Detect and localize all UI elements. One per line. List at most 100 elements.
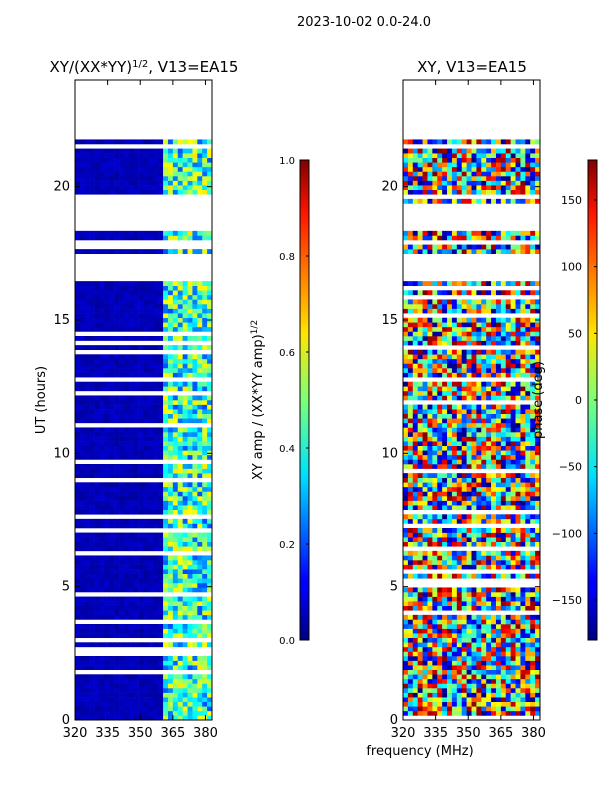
- heatmap-cell: [417, 372, 423, 378]
- heatmap-cell: [403, 646, 409, 652]
- heatmap-cell: [207, 368, 213, 373]
- heatmap-cell: [114, 454, 120, 460]
- heatmap-cell: [403, 674, 409, 680]
- heatmap-cell: [505, 436, 511, 442]
- heatmap-cell: [520, 614, 526, 620]
- heatmap-cell: [94, 674, 100, 680]
- heatmap-cell: [153, 546, 159, 552]
- heatmap-cell: [123, 500, 130, 506]
- heatmap-cell: [79, 692, 86, 698]
- heatmap-cell: [476, 628, 482, 634]
- heatmap-cell: [505, 368, 511, 373]
- heatmap-cell: [123, 336, 130, 341]
- heatmap-cell: [75, 326, 81, 332]
- heatmap-cell: [500, 678, 507, 684]
- heatmap-cell: [172, 628, 179, 634]
- heatmap-cell: [510, 592, 516, 597]
- heatmap-cell: [94, 230, 100, 236]
- heatmap-cell: [148, 573, 154, 579]
- heatmap-cell: [432, 372, 438, 378]
- heatmap-cell: [94, 486, 100, 492]
- heatmap-cell: [128, 413, 135, 419]
- heatmap-cell: [427, 432, 433, 437]
- heatmap-cell: [187, 582, 193, 588]
- heatmap-cell: [167, 139, 174, 145]
- heatmap-cell: [133, 409, 139, 415]
- heatmap-cell: [158, 697, 164, 703]
- heatmap-cell: [437, 249, 443, 255]
- heatmap-cell: [75, 564, 81, 570]
- heatmap-cell: [207, 166, 213, 172]
- heatmap-cell: [202, 180, 208, 186]
- heatmap-cell: [167, 537, 174, 543]
- heatmap-cell: [143, 701, 149, 707]
- heatmap-cell: [500, 500, 507, 506]
- heatmap-cell: [158, 153, 164, 159]
- heatmap-cell: [109, 656, 115, 661]
- heatmap-cell: [535, 674, 541, 680]
- heatmap-cell: [123, 596, 130, 602]
- heatmap-cell: [192, 153, 198, 159]
- heatmap-cell: [535, 422, 541, 428]
- heatmap-cell: [128, 363, 135, 369]
- heatmap-cell: [530, 368, 536, 373]
- heatmap-cell: [486, 372, 492, 378]
- heatmap-cell: [456, 372, 463, 378]
- heatmap-cell: [412, 637, 418, 643]
- heatmap-cell: [99, 354, 105, 360]
- heatmap-cell: [75, 157, 81, 163]
- heatmap-cell: [486, 528, 492, 533]
- heatmap-cell: [437, 299, 443, 305]
- heatmap-cell: [143, 386, 149, 392]
- heatmap-cell: [148, 230, 154, 236]
- heatmap-cell: [197, 445, 203, 451]
- heatmap-cell: [481, 660, 487, 666]
- heatmap-cell: [491, 587, 497, 593]
- heatmap-cell: [437, 656, 443, 661]
- heatmap-cell: [163, 162, 169, 168]
- heatmap-cell: [412, 710, 418, 716]
- heatmap-cell: [192, 491, 198, 497]
- heatmap-cell: [437, 564, 443, 570]
- heatmap-cell: [197, 532, 203, 538]
- heatmap-cell: [163, 624, 169, 629]
- heatmap-cell: [192, 409, 198, 415]
- heatmap-cell: [407, 322, 414, 328]
- heatmap-cell: [422, 605, 428, 611]
- heatmap-cell: [138, 678, 144, 684]
- heatmap-cell: [505, 550, 511, 556]
- heatmap-cell: [412, 496, 418, 501]
- heatmap-cell: [104, 445, 110, 451]
- heatmap-cell: [94, 313, 100, 319]
- heatmap-cell: [486, 669, 492, 675]
- heatmap-cell: [172, 358, 179, 364]
- heatmap-cell: [525, 418, 531, 424]
- heatmap-cell: [515, 674, 521, 680]
- heatmap-cell: [471, 605, 477, 611]
- heatmap-cell: [197, 299, 203, 305]
- heatmap-cell: [486, 326, 492, 332]
- heatmap-cell: [432, 450, 438, 456]
- heatmap-cell: [403, 459, 409, 465]
- heatmap-cell: [99, 564, 105, 570]
- heatmap-cell: [167, 596, 174, 602]
- heatmap-cell: [192, 308, 198, 314]
- heatmap-cell: [138, 294, 144, 300]
- heatmap-cell: [520, 710, 526, 716]
- heatmap-cell: [197, 166, 203, 172]
- heatmap-cell: [109, 464, 115, 469]
- heatmap-cell: [515, 304, 521, 309]
- heatmap-cell: [172, 505, 179, 511]
- heatmap-cell: [447, 244, 453, 250]
- heatmap-cell: [128, 322, 135, 328]
- heatmap-cell: [167, 404, 174, 410]
- heatmap-cell: [128, 582, 135, 588]
- heatmap-cell: [187, 395, 193, 401]
- heatmap-cell: [530, 628, 536, 634]
- heatmap-cell: [158, 249, 164, 255]
- heatmap-cell: [515, 624, 521, 629]
- heatmap-cell: [500, 505, 507, 511]
- heatmap-cell: [114, 624, 120, 629]
- heatmap-cell: [207, 294, 213, 300]
- heatmap-cell: [167, 166, 174, 172]
